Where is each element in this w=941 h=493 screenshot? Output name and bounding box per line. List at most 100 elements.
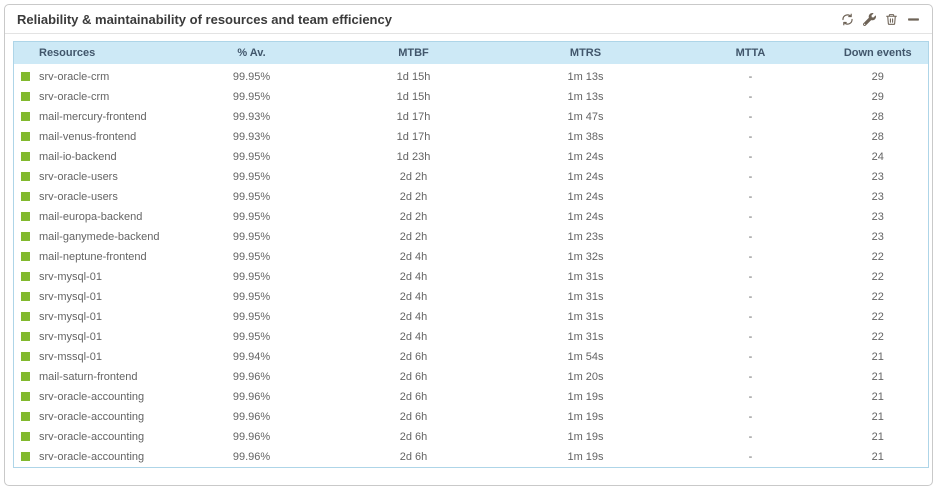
availability-cell: 99.95% <box>173 167 330 187</box>
availability-cell: 99.96% <box>173 407 330 427</box>
mtrs-cell: 1m 13s <box>497 64 674 87</box>
mtrs-cell: 1m 23s <box>497 227 674 247</box>
mtbf-cell: 2d 2h <box>329 227 498 247</box>
resource-cell: mail-neptune-frontend <box>13 247 174 267</box>
resource-name: mail-saturn-frontend <box>39 371 138 383</box>
mtta-cell: - <box>673 427 828 447</box>
minimize-button[interactable] <box>907 13 920 26</box>
down-events-cell: 28 <box>827 127 929 147</box>
resource-cell: srv-mysql-01 <box>13 287 174 307</box>
resource-name: srv-mysql-01 <box>39 291 102 303</box>
mtta-cell: - <box>673 287 828 307</box>
table-header-row: Resources% Av. MTBF MTRS MTTA Down events <box>13 41 929 64</box>
mtta-cell: - <box>673 107 828 127</box>
mtrs-cell: 1m 38s <box>497 127 674 147</box>
resource-name: srv-oracle-users <box>39 191 118 203</box>
down-events-cell: 29 <box>827 64 929 87</box>
mtbf-cell: 2d 2h <box>329 187 498 207</box>
mtbf-cell: 1d 17h <box>329 107 498 127</box>
column-header-mtrs: MTRS <box>497 41 674 64</box>
down-events-cell: 24 <box>827 147 929 167</box>
reliability-table: Resources% Av. MTBF MTRS MTTA Down events sr… <box>5 41 932 468</box>
resource-name: mail-europa-backend <box>39 211 143 223</box>
availability-cell: 99.96% <box>173 447 330 468</box>
resource-name: mail-io-backend <box>39 151 117 163</box>
mtrs-cell: 1m 19s <box>497 447 674 468</box>
minus-icon <box>908 17 919 21</box>
status-ok-indicator <box>21 252 30 261</box>
resource-name: srv-oracle-users <box>39 171 118 183</box>
down-events-cell: 21 <box>827 407 929 427</box>
mtta-cell: - <box>673 207 828 227</box>
resource-name: srv-oracle-accounting <box>39 411 145 423</box>
table-row: mail-venus-frontend 99.93% 1d 17h 1m 38s -28 <box>13 127 929 147</box>
mtrs-cell: 1m 31s <box>497 287 674 307</box>
widget-title: Reliability & maintainability of resourc… <box>17 11 392 27</box>
resource-name: srv-oracle-accounting <box>39 391 145 403</box>
widget-titlebar: Reliability & maintainability of resourc… <box>5 5 932 34</box>
down-events-cell: 22 <box>827 327 929 347</box>
mtrs-cell: 1m 19s <box>497 407 674 427</box>
mtta-cell: - <box>673 87 828 107</box>
resource-cell: srv-mysql-01 <box>13 327 174 347</box>
status-ok-indicator <box>21 432 30 441</box>
status-ok-indicator <box>21 292 30 301</box>
delete-button[interactable] <box>885 13 898 26</box>
configure-button[interactable] <box>863 12 876 26</box>
mtbf-cell: 2d 4h <box>329 327 498 347</box>
status-ok-indicator <box>21 112 30 121</box>
table-row: mail-io-backend 99.95% 1d 23h 1m 24s -24 <box>13 147 929 167</box>
mtta-cell: - <box>673 347 828 367</box>
down-events-cell: 21 <box>827 427 929 447</box>
mtbf-cell: 2d 2h <box>329 167 498 187</box>
mtta-cell: - <box>673 307 828 327</box>
table-row: srv-oracle-crm 99.95% 1d 15h 1m 13s -29 <box>13 64 929 87</box>
down-events-cell: 21 <box>827 447 929 468</box>
table-row: mail-saturn-frontend 99.96% 2d 6h 1m 20s -21 <box>13 367 929 387</box>
resource-name: srv-oracle-accounting <box>39 451 145 463</box>
column-header-down_events: Down events <box>827 41 929 64</box>
mtrs-cell: 1m 24s <box>497 187 674 207</box>
table-row: srv-oracle-accounting 99.96% 2d 6h 1m 19s -2… <box>13 427 929 447</box>
resource-name: mail-mercury-frontend <box>39 111 147 123</box>
resource-name: mail-venus-frontend <box>39 131 137 143</box>
down-events-cell: 21 <box>827 347 929 367</box>
availability-cell: 99.95% <box>173 287 330 307</box>
status-ok-indicator <box>21 152 30 161</box>
status-ok-indicator <box>21 392 30 401</box>
mtbf-cell: 2d 2h <box>329 207 498 227</box>
resource-cell: srv-oracle-users <box>13 187 174 207</box>
table-row: mail-ganymede-backend 99.95% 2d 2h 1m 23s -2… <box>13 227 929 247</box>
availability-cell: 99.95% <box>173 147 330 167</box>
availability-cell: 99.95% <box>173 247 330 267</box>
trash-icon <box>886 13 897 25</box>
resource-cell: srv-oracle-accounting <box>13 387 174 407</box>
mtta-cell: - <box>673 227 828 247</box>
column-header-availability: % Av. <box>173 41 330 64</box>
mtbf-cell: 1d 15h <box>329 87 498 107</box>
availability-cell: 99.95% <box>173 227 330 247</box>
table-row: srv-mysql-01 99.95% 2d 4h 1m 31s -22 <box>13 307 929 327</box>
refresh-button[interactable] <box>841 13 854 26</box>
mtrs-cell: 1m 31s <box>497 327 674 347</box>
table-body: srv-oracle-crm 99.95% 1d 15h 1m 13s -29 srv-o… <box>13 64 929 468</box>
mtta-cell: - <box>673 367 828 387</box>
table-row: srv-oracle-accounting 99.96% 2d 6h 1m 19s -2… <box>13 407 929 427</box>
column-header-resource: Resources <box>13 41 174 64</box>
column-header-mtbf: MTBF <box>329 41 498 64</box>
availability-cell: 99.96% <box>173 427 330 447</box>
mtrs-cell: 1m 32s <box>497 247 674 267</box>
availability-cell: 99.95% <box>173 307 330 327</box>
status-ok-indicator <box>21 132 30 141</box>
down-events-cell: 22 <box>827 267 929 287</box>
mtrs-cell: 1m 31s <box>497 267 674 287</box>
status-ok-indicator <box>21 172 30 181</box>
resource-name: srv-mssql-01 <box>39 351 102 363</box>
mtrs-cell: 1m 31s <box>497 307 674 327</box>
resource-cell: srv-oracle-accounting <box>13 427 174 447</box>
mtbf-cell: 1d 17h <box>329 127 498 147</box>
resource-name: srv-mysql-01 <box>39 311 102 323</box>
dashboard-widget: Reliability & maintainability of resourc… <box>4 4 933 486</box>
down-events-cell: 29 <box>827 87 929 107</box>
resource-cell: srv-oracle-accounting <box>13 407 174 427</box>
